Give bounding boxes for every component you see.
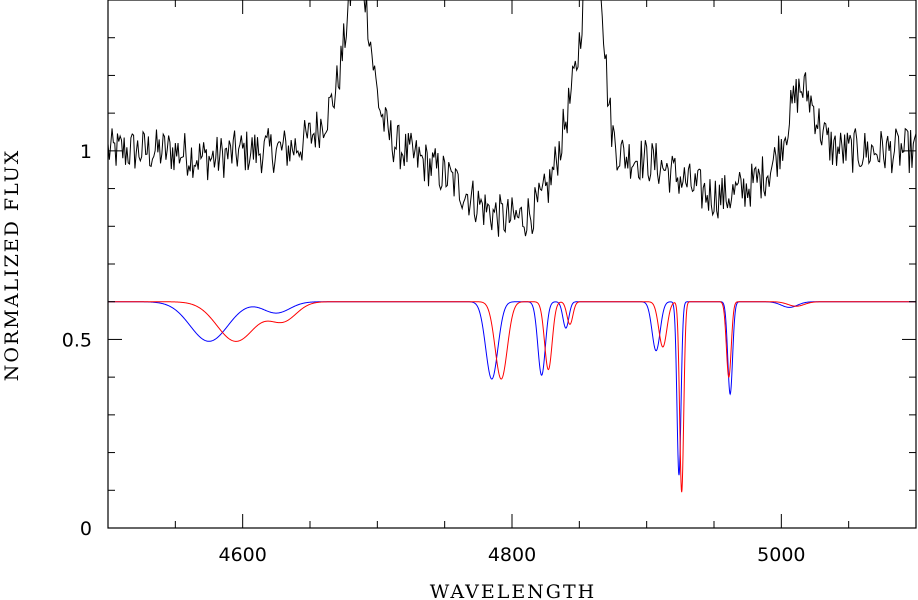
x-axis-title: WAVELENGTH [430, 581, 596, 600]
axes-layer [107, 0, 917, 529]
labels-layer: 4600 4800 5000 0 0.5 1 [62, 141, 806, 566]
series-line-1 [108, 301, 916, 476]
plot-frame [107, 0, 917, 529]
y-tick-label: 1 [80, 141, 92, 163]
x-tick-label: 4800 [488, 544, 536, 566]
series-line-0 [108, 0, 916, 237]
series-layer [108, 0, 916, 493]
series-line-2 [108, 301, 916, 493]
x-tick-label: 5000 [757, 544, 805, 566]
y-tick-label: 0 [80, 518, 92, 540]
y-tick-label: 0.5 [62, 329, 92, 351]
y-axis-title: NORMALIZED FLUX [1, 149, 23, 381]
x-tick-label: 4600 [218, 544, 266, 566]
